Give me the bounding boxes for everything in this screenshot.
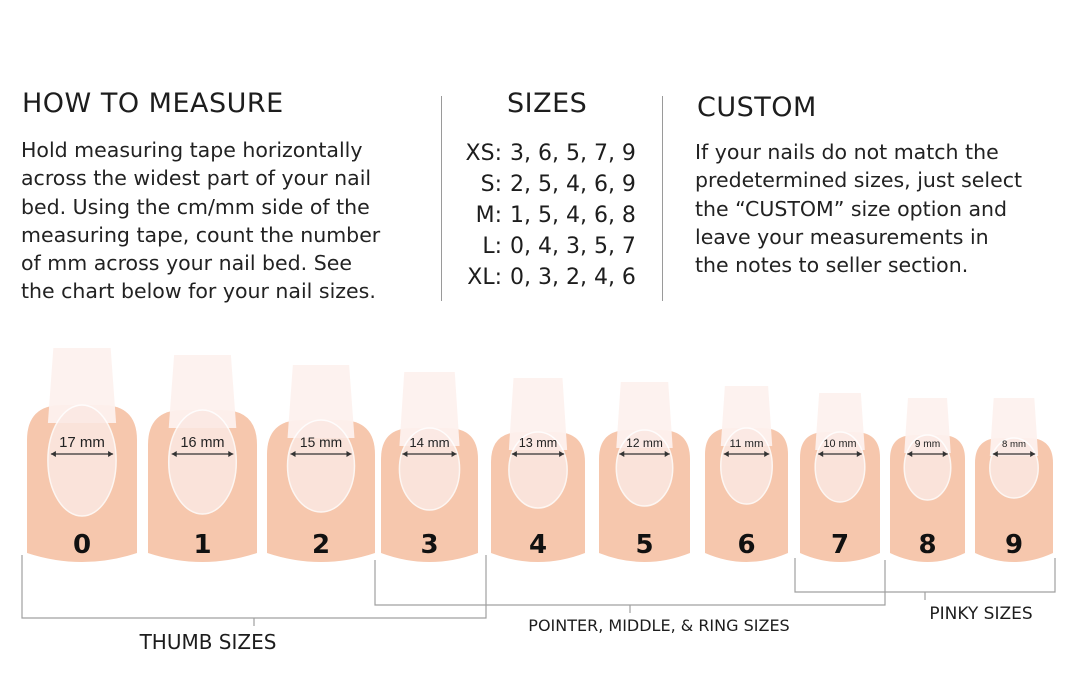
finger-9: 8 mm 9 (975, 398, 1053, 562)
nail-width-label: 12 mm (626, 436, 663, 450)
nail-width-label: 17 mm (59, 434, 105, 451)
size-values: 0, 4, 3, 5, 7 (510, 234, 636, 259)
size-label: XL: (467, 265, 502, 290)
size-label: XS: (465, 141, 502, 166)
finger-3: 14 mm 3 (381, 372, 478, 562)
nail-tip (287, 365, 355, 438)
text-line: the notes to seller section. (695, 253, 969, 278)
nail-bed (814, 431, 866, 503)
how-to-measure-text: Hold measuring tape horizontally across … (21, 136, 380, 306)
pinky-sizes-bracket (794, 558, 1056, 600)
text-line: the “CUSTOM” size option and (695, 196, 1008, 221)
finger-2: 15 mm 2 (267, 365, 375, 562)
sizes-title: SIZES (507, 88, 588, 119)
nail-size-number: 9 (1005, 530, 1023, 560)
nail-tip (47, 348, 117, 423)
finger-0: 17 mm 0 (27, 348, 137, 562)
arrow-head (907, 451, 948, 457)
text-line: leave your measurements in (695, 224, 989, 249)
nail-bed (508, 431, 568, 509)
text-line: across the widest part of your nail (21, 166, 372, 191)
text-line: If your nails do not match the (695, 140, 999, 164)
size-row-m: M: 1, 5, 4, 6, 8 (456, 200, 636, 231)
nail-width-label: 13 mm (519, 436, 558, 450)
divider (662, 96, 663, 301)
nail-width-label: 9 mm (915, 439, 940, 450)
nail-width-label: 15 mm (300, 435, 342, 450)
nail-size-number: 1 (193, 530, 211, 560)
finger-6: 11 mm 6 (705, 386, 788, 562)
nail-width-label: 11 mm (730, 438, 764, 450)
finger-8: 9 mm 8 (890, 398, 965, 562)
nail-bed (167, 409, 238, 515)
thumb-sizes-label: THUMB SIZES (139, 630, 277, 654)
nail-size-number: 5 (635, 530, 653, 560)
arrow-head (723, 451, 770, 457)
size-label: S: (480, 172, 502, 197)
text-line: of mm across your nail bed. See (21, 251, 352, 276)
size-values: 1, 5, 4, 6, 8 (510, 203, 636, 228)
nail-size-number: 4 (529, 530, 547, 560)
finger-4: 13 mm 4 (491, 378, 585, 562)
sizes-table: XS: 3, 6, 5, 7, 9 S: 2, 5, 4, 6, 9 M: 1, 5,… (456, 138, 636, 293)
nail-bed (286, 419, 356, 513)
divider (441, 96, 442, 301)
nail-width-label: 8 mm (1002, 439, 1026, 450)
pointer-sizes-bracket (374, 560, 886, 613)
custom-text: If your nails do not match the predeterm… (695, 138, 1022, 279)
size-values: 2, 5, 4, 6, 9 (510, 172, 636, 197)
nail-size-number: 0 (73, 530, 91, 560)
size-label: L: (482, 234, 502, 259)
nail-bed (989, 437, 1039, 499)
nail-size-number: 7 (831, 530, 849, 560)
size-values: 0, 3, 2, 4, 6 (510, 265, 636, 290)
nail-tip (616, 382, 673, 448)
nail-bed (615, 429, 674, 507)
text-line: Hold measuring tape horizontally (21, 138, 363, 162)
nail-bed (47, 404, 117, 517)
size-row-xl: XL: 0, 3, 2, 4, 6 (456, 262, 636, 293)
arrow-head (992, 451, 1036, 457)
nail-size-number: 2 (312, 530, 330, 560)
nail-size-number: 3 (420, 530, 438, 560)
custom-title: CUSTOM (697, 92, 817, 123)
finger-1: 16 mm 1 (148, 355, 257, 562)
size-row-s: S: 2, 5, 4, 6, 9 (456, 169, 636, 200)
pointer-sizes-label: POINTER, MIDDLE, & RING SIZES (528, 616, 790, 635)
nail-width-label: 16 mm (181, 435, 225, 451)
finger-5: 12 mm 5 (599, 382, 690, 562)
thumb-sizes-bracket (21, 555, 487, 626)
nail-size-number: 6 (737, 530, 755, 560)
text-line: predetermined sizes, just select (695, 168, 1023, 193)
nail-bed (903, 434, 952, 501)
pinky-sizes-label: PINKY SIZES (929, 604, 1033, 624)
nail-size-number: 8 (918, 530, 936, 560)
nail-bed (398, 427, 461, 511)
how-to-measure-title: HOW TO MEASURE (22, 88, 284, 119)
size-row-l: L: 0, 4, 3, 5, 7 (456, 231, 636, 262)
nail-width-label: 10 mm (824, 438, 857, 450)
text-line: bed. Using the cm/mm side of the (21, 194, 370, 219)
nail-tip (508, 378, 568, 450)
size-label: M: (475, 203, 502, 228)
text-line: measuring tape, count the number (21, 222, 381, 247)
nail-tip (720, 386, 773, 446)
nail-tip (168, 355, 237, 428)
nail-bed (720, 427, 773, 505)
size-values: 3, 6, 5, 7, 9 (510, 141, 636, 166)
arrow-head (818, 451, 862, 457)
nail-width-label: 14 mm (409, 435, 449, 450)
size-row-xs: XS: 3, 6, 5, 7, 9 (456, 138, 636, 169)
text-line: the chart below for your nail sizes. (21, 279, 376, 304)
finger-7: 10 mm 7 (800, 393, 880, 562)
nail-tip (399, 372, 460, 446)
